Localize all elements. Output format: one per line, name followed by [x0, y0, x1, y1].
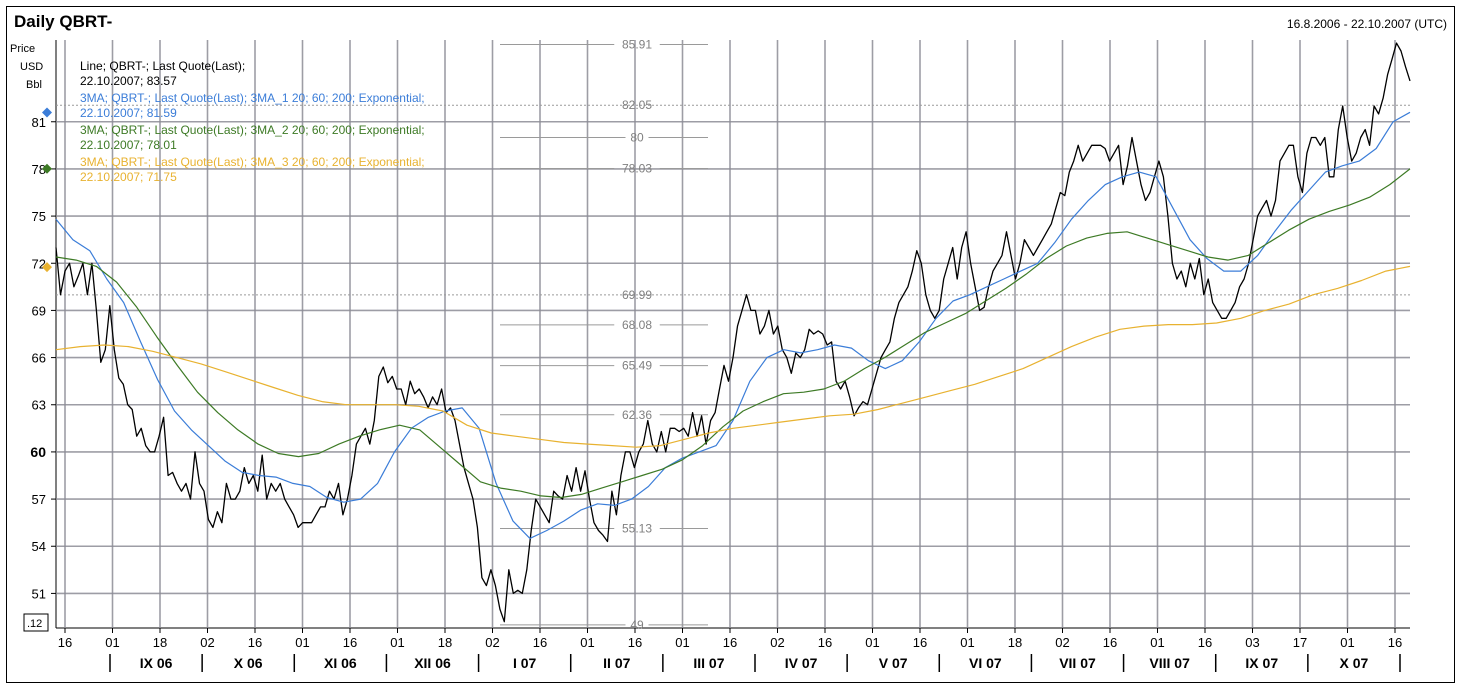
- x-tick-label: 01: [105, 635, 119, 650]
- month-label: XI 06: [324, 655, 357, 671]
- level-label: 69.99: [622, 288, 652, 302]
- x-tick-label: 16: [343, 635, 357, 650]
- x-tick-label: 18: [1008, 635, 1022, 650]
- x-tick-label: 02: [200, 635, 214, 650]
- chart-title: Daily QBRT-: [14, 12, 113, 31]
- x-tick-label: 16: [628, 635, 642, 650]
- y-tick-label: 66: [32, 351, 46, 366]
- value-marker: [42, 262, 52, 273]
- y-tick-label: 57: [32, 492, 46, 507]
- horizontal-levels: 85.91 82.05 80 78.03 69.99 68.08 65.49 62.36 55.…: [56, 38, 1410, 632]
- level-label: 68.08: [622, 318, 652, 332]
- month-label: VI 07: [969, 655, 1002, 671]
- month-label: XII 06: [414, 655, 451, 671]
- y-tick-label: 75: [32, 209, 46, 224]
- level-label: 62.36: [622, 408, 652, 422]
- x-axis: 16 01 18 02 16 01 16 01 18 02 16 01 16 01 16 02 16 01 16 01…: [58, 628, 1402, 672]
- x-tick-label: 18: [438, 635, 452, 650]
- value-marker: [42, 107, 52, 118]
- x-tick-label: 01: [580, 635, 594, 650]
- x-tick-label: 01: [1150, 635, 1164, 650]
- month-label: VIII 07: [1149, 655, 1190, 671]
- y-tick-label: 54: [32, 539, 46, 554]
- series-line: [55, 265, 1411, 448]
- legend: Line; QBRT-; Last Quote(Last);22.10.2007…: [80, 59, 425, 184]
- level-label: 82.05: [622, 98, 652, 112]
- x-tick-label: 01: [390, 635, 404, 650]
- x-tick-label: 16: [818, 635, 832, 650]
- date-range-label: 16.8.2006 - 22.10.2007 (UTC): [1286, 17, 1447, 31]
- series-lines: [55, 42, 1411, 623]
- series-line: [55, 168, 1411, 499]
- series-line: [55, 111, 1411, 540]
- x-tick-label: 03: [1245, 635, 1259, 650]
- month-label: V 07: [879, 655, 908, 671]
- level-label: 49: [630, 618, 644, 632]
- x-tick-label: 17: [1293, 635, 1307, 650]
- x-tick-label: 16: [58, 635, 72, 650]
- legend-line2: 22.10.2007; 83.57: [80, 74, 177, 88]
- legend-line2: 22.10.2007; 78.01: [80, 138, 177, 152]
- x-tick-label: 01: [1340, 635, 1354, 650]
- series-line: [55, 42, 1411, 623]
- y-tick-label: 63: [32, 398, 46, 413]
- x-tick-label: 02: [485, 635, 499, 650]
- month-label: X 07: [1340, 655, 1369, 671]
- y-unit-label-usd: USD: [20, 61, 43, 73]
- level-label: 55.13: [622, 521, 652, 535]
- y-tick-label: 81: [32, 115, 46, 130]
- month-label: IX 07: [1245, 655, 1278, 671]
- x-tick-label: 16: [1103, 635, 1117, 650]
- x-tick-label: 16: [1388, 635, 1402, 650]
- y-tick-label: 60: [30, 444, 46, 460]
- level-label: 65.49: [622, 359, 652, 373]
- month-label: I 07: [513, 655, 537, 671]
- month-label: X 06: [234, 655, 263, 671]
- month-label: IV 07: [785, 655, 818, 671]
- x-tick-label: 16: [533, 635, 547, 650]
- legend-line1: 3MA; QBRT-; Last Quote(Last); 3MA_3 20; …: [80, 155, 425, 169]
- month-label: III 07: [693, 655, 724, 671]
- level-label: 78.03: [622, 161, 652, 175]
- y-unit-label-price: Price: [10, 43, 35, 55]
- x-tick-label: 16: [723, 635, 737, 650]
- y-unit-label-bbl: Bbl: [26, 79, 42, 91]
- y-tick-label: 78: [32, 162, 46, 177]
- month-label: VII 07: [1059, 655, 1096, 671]
- legend-line2: 22.10.2007; 81.59: [80, 106, 177, 120]
- month-label: IX 06: [140, 655, 173, 671]
- legend-line1: 3MA; QBRT-; Last Quote(Last); 3MA_2 20; …: [80, 123, 425, 137]
- x-tick-label: 18: [153, 635, 167, 650]
- corner-label: .12: [27, 618, 42, 630]
- x-tick-label: 16: [1198, 635, 1212, 650]
- x-tick-label: 01: [865, 635, 879, 650]
- month-label: II 07: [603, 655, 630, 671]
- legend-line1: Line; QBRT-; Last Quote(Last);: [80, 59, 245, 73]
- x-tick-label: 01: [675, 635, 689, 650]
- value-marker: [42, 163, 52, 174]
- x-tick-label: 16: [913, 635, 927, 650]
- level-label: 80: [630, 130, 644, 144]
- x-tick-label: 01: [960, 635, 974, 650]
- x-tick-label: 01: [295, 635, 309, 650]
- x-tick-label: 02: [770, 635, 784, 650]
- corner-box: [23, 613, 49, 632]
- x-tick-label: 02: [1055, 635, 1069, 650]
- legend-line1: 3MA; QBRT-; Last Quote(Last); 3MA_1 20; …: [80, 91, 425, 105]
- level-label: 85.91: [622, 38, 652, 52]
- y-tick-label: 51: [32, 586, 46, 601]
- legend-line2: 22.10.2007; 71.75: [80, 170, 177, 184]
- y-tick-label: 69: [32, 303, 46, 318]
- x-tick-label: 16: [248, 635, 262, 650]
